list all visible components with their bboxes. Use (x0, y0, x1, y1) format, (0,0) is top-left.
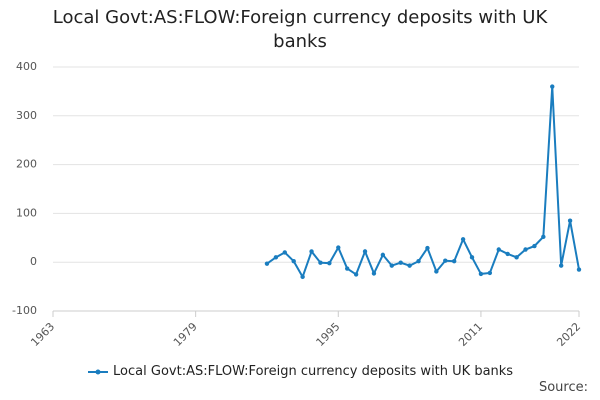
y-tick-label: 100 (16, 206, 37, 219)
data-point (345, 266, 350, 271)
data-point (443, 258, 448, 263)
data-point (371, 271, 377, 276)
x-tick-label: 2022 (554, 320, 583, 349)
data-point (425, 245, 430, 251)
data-point (550, 84, 555, 89)
data-point (336, 245, 341, 250)
data-point (576, 267, 582, 272)
y-tick-label: 400 (16, 60, 37, 73)
data-point (434, 269, 439, 274)
chart: -100 0 100 200 300 400 1963 1979 1995 2011 2022 (12, 60, 583, 349)
y-tick-label: -100 (12, 304, 37, 317)
data-point (291, 259, 296, 264)
data-point (353, 272, 359, 277)
data-point (460, 237, 466, 242)
y-tick-label: 300 (16, 109, 37, 122)
y-tick-label: 200 (16, 158, 37, 171)
data-point (567, 218, 573, 223)
data-point (398, 260, 403, 265)
data-point (469, 255, 475, 260)
data-point (558, 263, 564, 268)
data-point (309, 249, 314, 254)
data-point (478, 271, 484, 277)
x-tick-label: 1995 (314, 320, 343, 349)
data-point (273, 255, 279, 260)
data-point (264, 261, 270, 266)
legend: Local Govt:AS:FLOW:Foreign currency depo… (0, 364, 600, 379)
legend-label: Local Govt:AS:FLOW:Foreign currency depo… (113, 364, 514, 379)
data-point (523, 247, 528, 252)
x-tick-label: 2011 (456, 320, 485, 349)
chart-title: Local Govt:AS:FLOW:Foreign currency depo… (52, 7, 548, 52)
data-point (487, 270, 493, 276)
source: Source: (538, 380, 588, 395)
data-point (282, 250, 287, 255)
data-point (496, 247, 501, 252)
data-point (514, 255, 519, 260)
legend-swatch (87, 369, 108, 374)
x-tick-label: 1963 (28, 320, 57, 349)
data-point (451, 259, 457, 264)
data-point (541, 234, 546, 240)
data-point (416, 259, 421, 264)
data-point (327, 260, 332, 266)
data-point (505, 251, 510, 257)
data-point (362, 249, 368, 254)
data-point (380, 252, 386, 258)
data-point (318, 260, 323, 265)
x-tick-label: 1979 (171, 320, 200, 349)
data-point (532, 243, 537, 249)
data-point (407, 263, 412, 268)
data-point (300, 274, 305, 280)
data-point (389, 263, 394, 268)
series-line (266, 86, 580, 280)
y-tick-label: 0 (30, 255, 37, 268)
